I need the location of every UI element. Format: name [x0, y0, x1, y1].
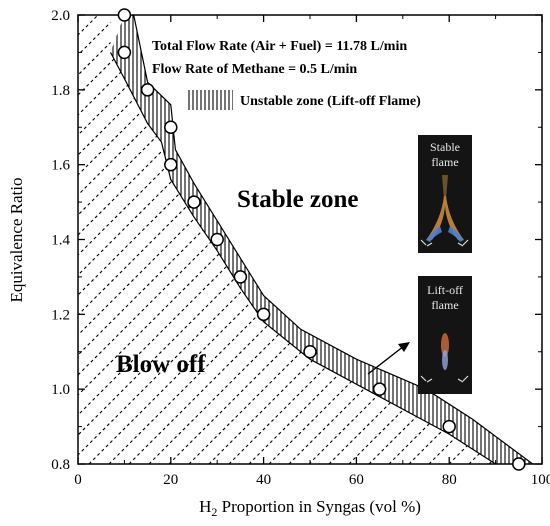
x-tick-label: 60: [349, 472, 364, 488]
y-tick-label: 1.4: [51, 233, 70, 249]
data-point: [164, 157, 178, 172]
legend-swatch: [187, 90, 233, 110]
y-tick-0.8: 0.8: [51, 426, 542, 473]
y-tick-label: 1.0: [51, 382, 70, 398]
data-point: [210, 232, 224, 247]
x-tick-label: 100: [531, 472, 550, 488]
x-tick-label: 80: [442, 472, 457, 488]
blow-off-label: Blow off: [116, 351, 206, 378]
y-tick-1.2: 1.2: [51, 276, 542, 323]
data-point: [187, 195, 201, 209]
y-tick-1.0: 1.0: [51, 351, 542, 398]
y-axis-label: Equivalence Ratio: [7, 177, 26, 302]
data-point: [164, 120, 178, 134]
liftoff-arrow: [367, 342, 410, 375]
data-point: [442, 419, 456, 434]
y-tick-1.4: 1.4: [51, 201, 542, 249]
stable-zone-label: Stable zone: [237, 186, 359, 213]
liftoff-flame-caption-2: flame: [431, 298, 458, 312]
x-axis-label: H2 Proportion in Syngas (vol %): [199, 497, 421, 519]
x-tick-100: 100: [531, 15, 550, 488]
y-tick-2.0: 2.0: [51, 8, 542, 24]
methane-flow-annotation: Flow Rate of Methane = 0.5 L/min: [152, 62, 357, 77]
y-tick-label: 2.0: [51, 8, 70, 24]
stable-flame-photo: Stable flame: [418, 135, 472, 253]
x-tick-label: 20: [163, 472, 178, 488]
x-tick-60: 60: [349, 15, 404, 488]
y-tick-1.6: 1.6: [51, 126, 542, 174]
data-point: [117, 8, 132, 22]
total-flow-annotation: Total Flow Rate (Air + Fuel) = 11.78 L/m…: [152, 39, 407, 54]
y-tick-1.8: 1.8: [51, 51, 542, 99]
data-point: [256, 307, 271, 322]
liftoff-flame-photo: Lift-off flame: [418, 276, 472, 394]
data-point: [140, 83, 155, 97]
y-tick-label: 0.8: [51, 457, 70, 473]
data-point: [512, 457, 526, 471]
x-tick-80: 80: [442, 15, 497, 488]
legend: Unstable zone (Lift-off Flame): [187, 90, 421, 110]
x-tick-20: 20: [163, 15, 218, 488]
y-tick-label: 1.2: [51, 307, 70, 323]
stable-flame-caption-1: Stable: [430, 140, 460, 154]
data-point: [372, 382, 387, 396]
x-axis-ticks: 0 20 40 60 80 100: [74, 15, 550, 488]
data-point: [233, 270, 248, 284]
y-tick-label: 1.6: [51, 158, 70, 174]
x-tick-label: 0: [74, 472, 82, 488]
y-tick-label: 1.8: [51, 83, 70, 99]
data-markers: [117, 8, 526, 471]
x-tick-40: 40: [256, 15, 311, 488]
x-tick-label: 40: [256, 472, 271, 488]
data-point: [117, 45, 132, 60]
data-point: [303, 345, 317, 359]
legend-label: Unstable zone (Lift-off Flame): [240, 94, 421, 109]
stable-flame-caption-2: flame: [431, 155, 458, 169]
y-axis-ticks: 0.8 1.0 1.2 1.4 1.6 1.8 2.0: [51, 8, 542, 473]
liftoff-flame-caption-1: Lift-off: [427, 283, 463, 297]
